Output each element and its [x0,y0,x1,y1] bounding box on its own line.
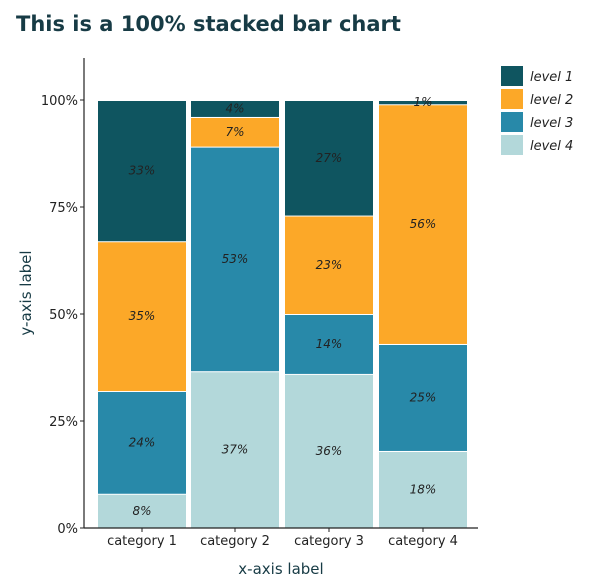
y-tick-label: 0% [57,522,78,537]
data-label: 27% [316,151,343,165]
bar-segment-3-level-4 [285,373,373,528]
data-label: 25% [410,390,437,404]
bar-segment-4-level-4 [379,450,467,528]
legend-swatch [501,112,523,132]
data-label: 18% [410,482,437,496]
data-label: 1% [413,95,432,109]
legend-label: level 4 [530,139,573,154]
bar-segment-2-level-1 [191,100,279,117]
data-label: 53% [222,252,249,266]
bar-segment-3-level-3 [285,314,373,374]
bar-segment-3-level-1 [285,100,373,216]
legend: level 1 level 2 level 3 level 4 [501,66,573,155]
x-ticks-group: category 1 category 2 category 3 category 4 [107,528,458,549]
bar-segment-2-level-3 [191,146,279,372]
bar-segment-3-level-2 [285,215,373,314]
data-label: 4% [225,101,244,115]
bar-segment-1-level-4 [98,493,186,528]
bar-segment-4-level-2 [379,104,467,344]
bar-segment-4-level-3 [379,343,467,451]
y-tick-label: 50% [49,308,78,323]
y-axis-title: y-axis label [17,250,35,335]
bar-segment-4-level-1 [379,100,467,105]
y-ticks-group: 0% 25% 50% 75% 100% [41,94,84,537]
bars-group [98,99,467,528]
legend-swatch [501,66,523,86]
y-tick-label: 75% [49,201,78,216]
legend-label: level 1 [530,70,573,85]
bar-segment-1-level-1 [98,100,186,242]
bar-segment-2-level-2 [191,116,279,147]
data-label: 8% [132,504,151,518]
bar-segment-1-level-2 [98,241,186,392]
chart-title: This is a 100% stacked bar chart [16,12,401,36]
data-label: 33% [129,164,156,178]
legend-label: level 2 [530,93,573,108]
x-tick-label: category 3 [294,534,364,549]
y-tick-label: 100% [41,94,78,109]
x-tick-label: category 4 [388,534,458,549]
data-label: 24% [129,435,156,449]
data-label: 56% [410,217,437,231]
legend-swatch [501,89,523,109]
x-tick-label: category 2 [200,534,270,549]
data-label: 36% [316,444,343,458]
data-label: 23% [316,258,343,272]
x-tick-label: category 1 [107,534,177,549]
bar-segment-1-level-3 [98,391,186,494]
data-label: 37% [222,443,249,457]
data-label: 35% [129,309,156,323]
y-tick-label: 25% [49,415,78,430]
x-axis-title: x-axis label [238,560,323,578]
legend-swatch [501,135,523,155]
data-label: 7% [225,125,244,139]
data-labels-group: 8% 24% 35% 33% 37% 53% 7% 4% 36% 14% 23% 27% 18% 25% 5… [129,95,437,518]
data-label: 14% [316,337,343,351]
bar-segment-2-level-4 [191,371,279,528]
legend-label: level 3 [530,116,573,131]
